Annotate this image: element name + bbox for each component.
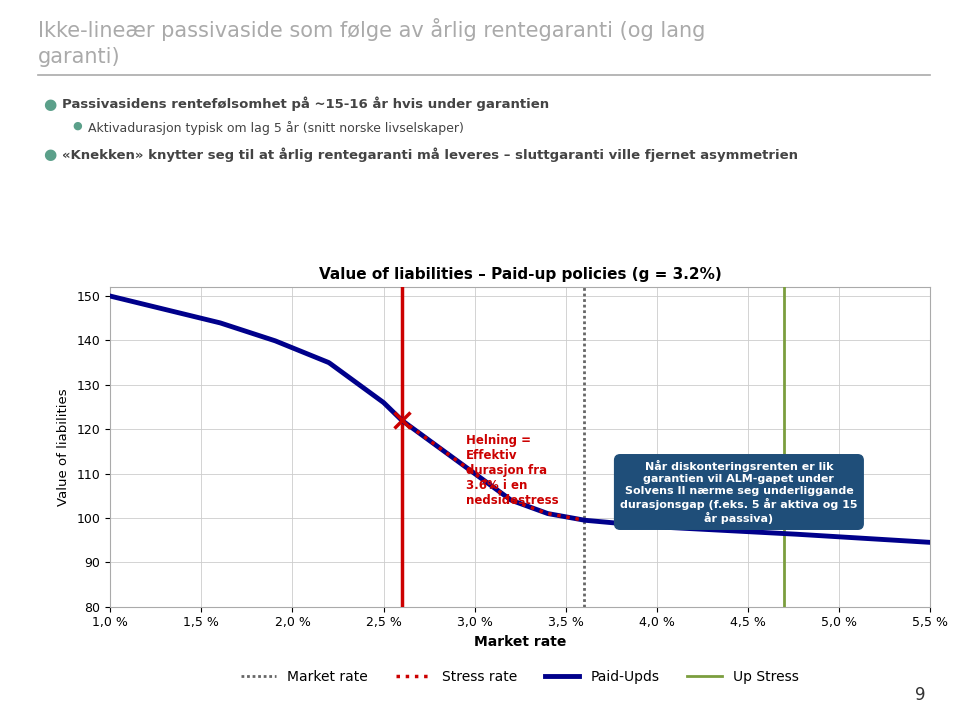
Text: Når diskonteringsrenten er lik
garantien vil ALM-gapet under
Solvens II nærme se: Når diskonteringsrenten er lik garantien… bbox=[620, 460, 857, 523]
Text: ●: ● bbox=[72, 121, 82, 131]
Text: ●: ● bbox=[43, 147, 57, 162]
Text: Aktivadurasjon typisk om lag 5 år (snitt norske livselskaper): Aktivadurasjon typisk om lag 5 år (snitt… bbox=[88, 121, 464, 134]
Text: 9: 9 bbox=[915, 686, 925, 704]
Text: Passivasidens rentefølsomhet på ~15-16 år hvis under garantien: Passivasidens rentefølsomhet på ~15-16 å… bbox=[62, 97, 550, 111]
X-axis label: Market rate: Market rate bbox=[474, 635, 567, 649]
Text: Helning =
Effektiv
durasjon fra
3.6% i en
nedsidestress: Helning = Effektiv durasjon fra 3.6% i e… bbox=[466, 434, 558, 507]
Text: ●: ● bbox=[43, 97, 57, 112]
Title: Value of liabilities – Paid-up policies (g = 3.2%): Value of liabilities – Paid-up policies … bbox=[319, 267, 721, 282]
Y-axis label: Value of liabilities: Value of liabilities bbox=[57, 388, 70, 505]
Text: garanti): garanti) bbox=[38, 47, 121, 67]
Legend: Market rate, Stress rate, Paid-Upds, Up Stress: Market rate, Stress rate, Paid-Upds, Up … bbox=[236, 665, 805, 690]
Text: «Knekken» knytter seg til at årlig rentegaranti må leveres – sluttgaranti ville : «Knekken» knytter seg til at årlig rente… bbox=[62, 147, 798, 162]
Text: Ikke-lineær passivaside som følge av årlig rentegaranti (og lang: Ikke-lineær passivaside som følge av årl… bbox=[38, 18, 706, 41]
